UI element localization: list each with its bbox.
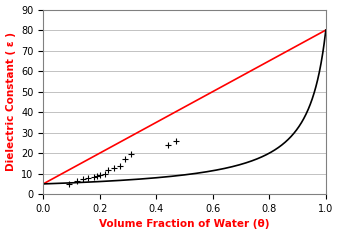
Y-axis label: Dielectric Constant ( ε ): Dielectric Constant ( ε ) <box>5 32 16 171</box>
X-axis label: Volume Fraction of Water (θ): Volume Fraction of Water (θ) <box>99 219 270 229</box>
